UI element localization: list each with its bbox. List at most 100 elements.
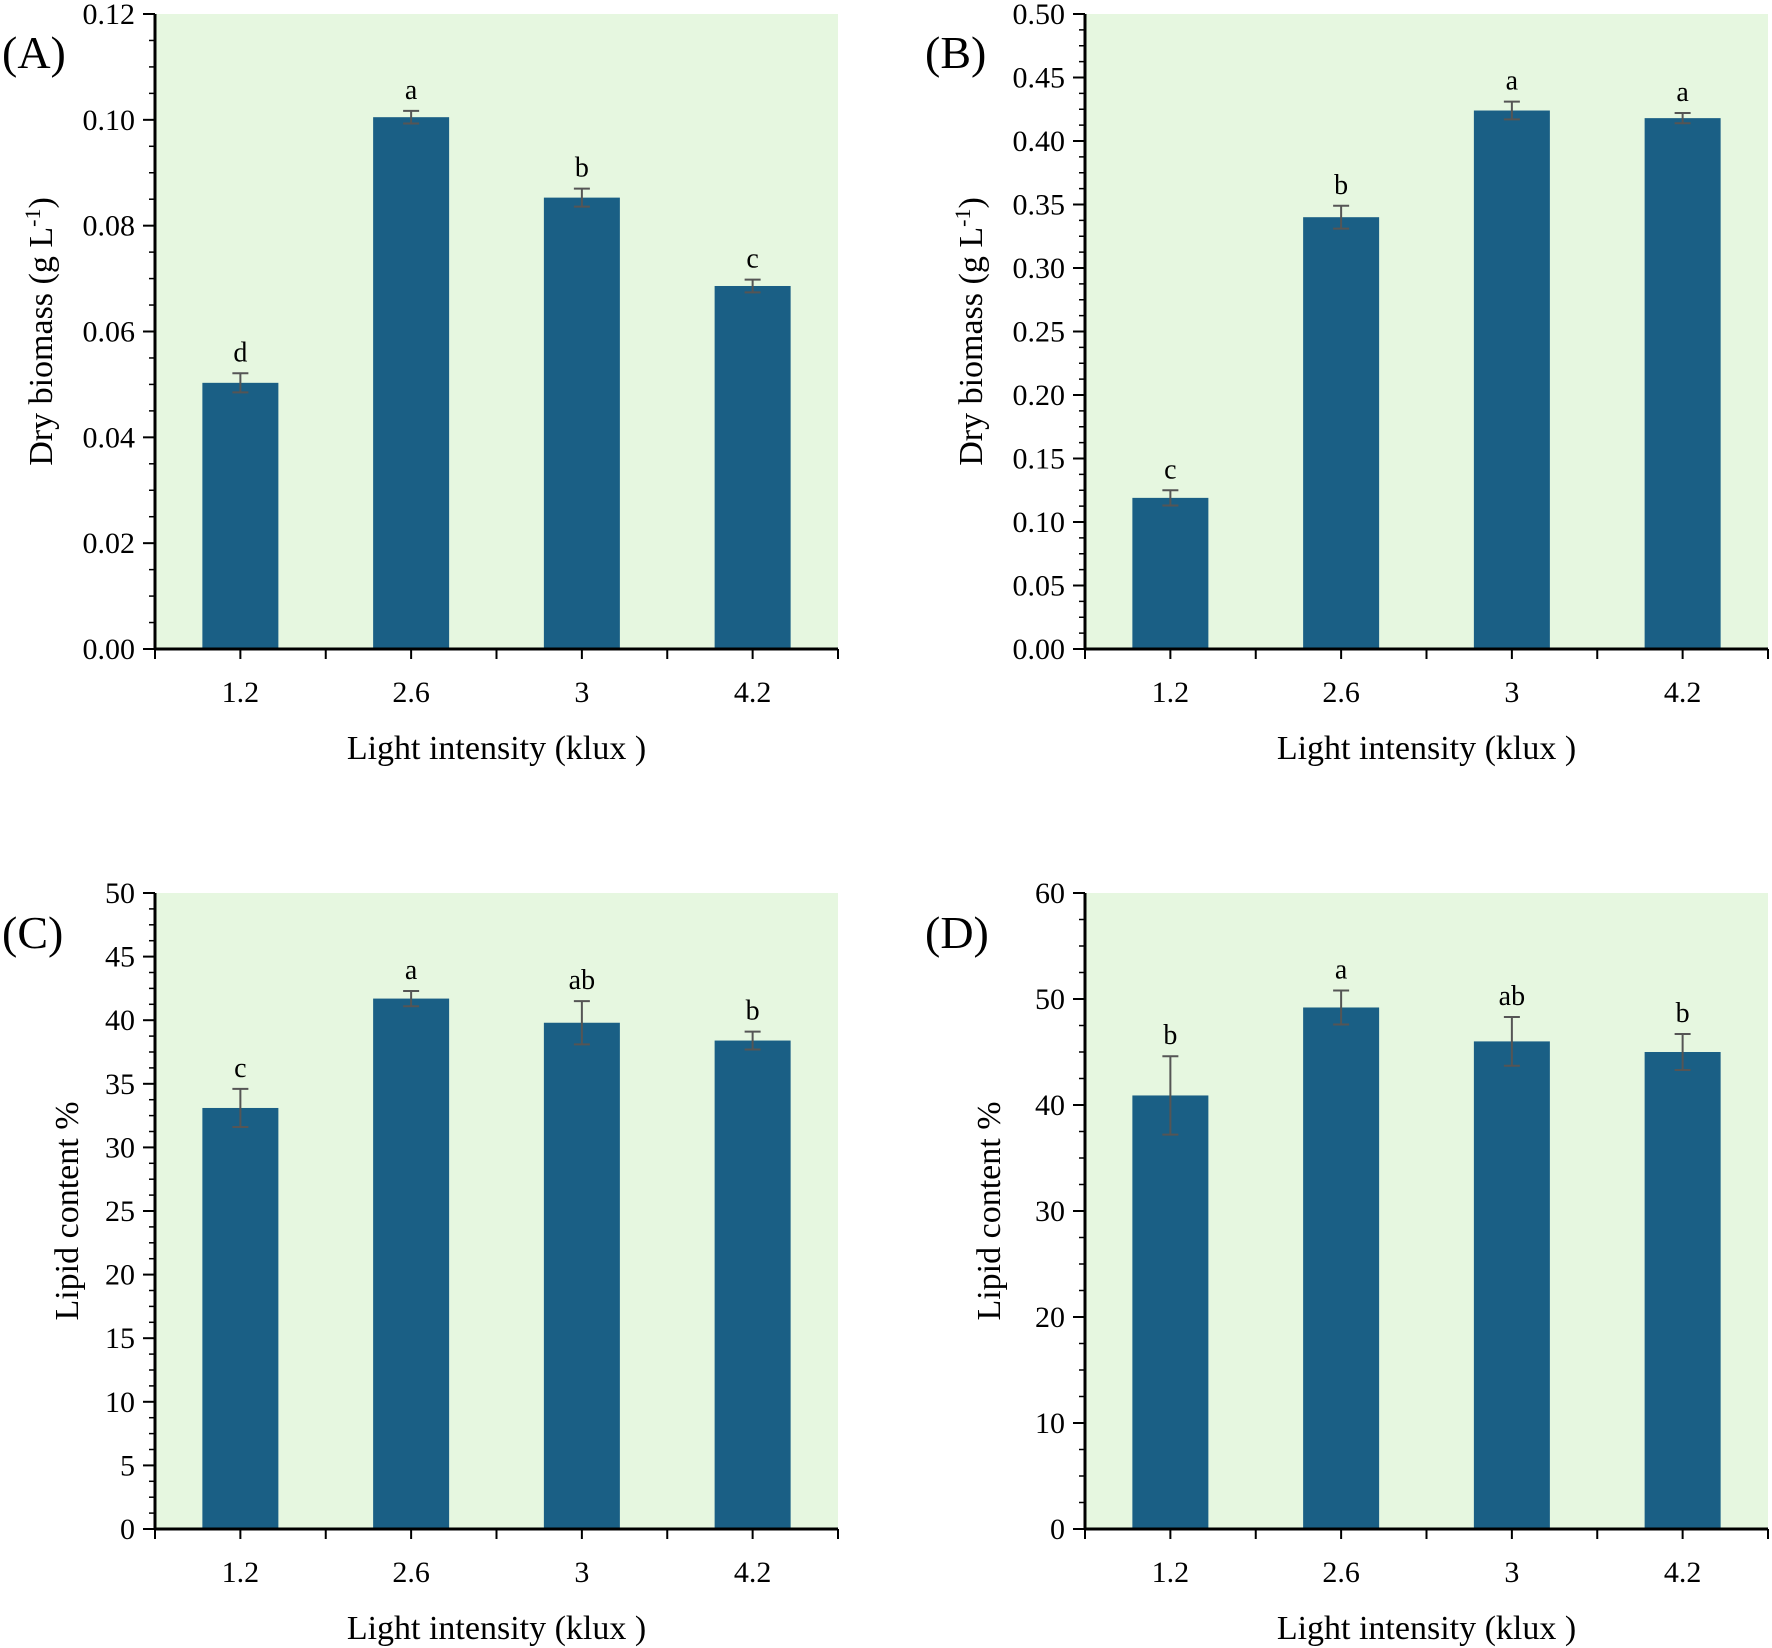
chart-panel-1: d 1.2 a 2.6 b 3 c 4.2 0.00 0.02 0.04 0.06 0.08 0.10 0.… (2, 0, 839, 767)
panel-label: (D) (925, 907, 989, 958)
y-tick-label: 0.15 (1013, 443, 1066, 476)
x-tick-label: 2.6 (392, 1556, 430, 1589)
bar (1473, 1041, 1550, 1529)
significance-letter: c (234, 1053, 246, 1084)
y-tick-label: 20 (1035, 1301, 1065, 1334)
panel-label: (C) (2, 907, 63, 958)
x-tick-label: 4.2 (734, 1556, 772, 1589)
significance-letter: a (405, 75, 418, 106)
y-tick-label: 0.25 (1013, 316, 1066, 349)
x-tick-label: 2.6 (1322, 676, 1360, 709)
y-tick-label: 5 (120, 1449, 135, 1482)
y-tick-label: 45 (105, 941, 135, 974)
x-axis-title: Light intensity (klux ) (1277, 730, 1576, 767)
y-tick-label: 30 (1035, 1195, 1065, 1228)
x-axis-title: Light intensity (klux ) (1277, 1610, 1576, 1647)
bar (1644, 118, 1721, 649)
y-tick-label: 0 (120, 1513, 135, 1546)
bar (714, 1040, 791, 1529)
y-axis-title: Dry biomass (g L-1) (950, 197, 990, 466)
significance-letter: b (1163, 1020, 1177, 1051)
y-tick-label: 40 (105, 1004, 135, 1037)
x-tick-label: 1.2 (1152, 1556, 1190, 1589)
chart-panel-2: c 1.2 b 2.6 a 3 a 4.2 0.00 0.05 0.10 0.15 0.20 0.25 0.… (925, 0, 1769, 767)
y-tick-label: 0.12 (83, 0, 136, 31)
y-tick-label: 60 (1035, 877, 1065, 910)
y-tick-label: 0.30 (1013, 252, 1066, 285)
y-tick-label: 0.04 (83, 421, 136, 454)
y-tick-label: 0.00 (1013, 633, 1066, 666)
x-tick-label: 1.2 (222, 676, 260, 709)
y-tick-label: 0.05 (1013, 570, 1066, 603)
y-tick-label: 0.10 (83, 104, 136, 137)
x-tick-label: 2.6 (392, 676, 430, 709)
significance-letter: b (1334, 170, 1348, 201)
x-tick-label: 3 (574, 1556, 589, 1589)
y-axis-title: Lipid content % (971, 1101, 1008, 1320)
significance-letter: b (575, 153, 589, 184)
y-tick-label: 20 (105, 1259, 135, 1292)
bar (202, 382, 279, 649)
x-tick-label: 4.2 (734, 676, 772, 709)
x-tick-label: 3 (1504, 676, 1519, 709)
y-axis-title: Dry biomass (g L-1) (20, 197, 60, 466)
x-tick-label: 2.6 (1322, 1556, 1360, 1589)
x-axis-title: Light intensity (klux ) (347, 1610, 646, 1647)
significance-letter: c (746, 244, 758, 275)
significance-letter: a (1335, 955, 1348, 986)
significance-letter: d (233, 337, 247, 368)
x-tick-label: 1.2 (222, 1556, 260, 1589)
y-tick-label: 10 (105, 1386, 135, 1419)
x-tick-label: 1.2 (1152, 676, 1190, 709)
significance-letter: a (1676, 77, 1689, 108)
y-tick-label: 0.02 (83, 527, 136, 560)
y-tick-label: 50 (105, 877, 135, 910)
chart-panel-3: c 1.2 a 2.6 ab 3 b 4.2 0 5 10 15 20 25 30 35 40 45 50 Light… (2, 877, 839, 1647)
bar (202, 1107, 279, 1529)
x-axis-title: Light intensity (klux ) (347, 730, 646, 767)
y-tick-label: 0.08 (83, 210, 136, 243)
bar (373, 998, 450, 1529)
y-tick-label: 0.00 (83, 633, 136, 666)
significance-letter: a (1506, 66, 1519, 97)
y-tick-label: 50 (1035, 983, 1065, 1016)
x-tick-label: 3 (574, 676, 589, 709)
x-tick-label: 4.2 (1664, 676, 1702, 709)
y-tick-label: 0.40 (1013, 125, 1066, 158)
y-tick-label: 0.35 (1013, 189, 1066, 222)
y-tick-label: 30 (105, 1131, 135, 1164)
y-tick-label: 25 (105, 1195, 135, 1228)
y-tick-label: 15 (105, 1322, 135, 1355)
bar (1644, 1052, 1721, 1529)
y-tick-label: 0.45 (1013, 62, 1066, 95)
bar (714, 285, 791, 649)
y-tick-label: 35 (105, 1068, 135, 1101)
significance-letter: c (1164, 454, 1176, 485)
significance-letter: a (405, 955, 418, 986)
bar (543, 197, 620, 649)
bar (1303, 1007, 1380, 1529)
chart-panel-4: b 1.2 a 2.6 ab 3 b 4.2 0 10 20 30 40 50 60 Light intens… (925, 877, 1769, 1647)
significance-letter: b (746, 996, 760, 1027)
y-tick-label: 10 (1035, 1407, 1065, 1440)
y-tick-label: 0.50 (1013, 0, 1066, 31)
significance-letter: b (1676, 998, 1690, 1029)
bar (1132, 1095, 1209, 1529)
bar (1132, 497, 1209, 649)
y-tick-label: 0.06 (83, 316, 136, 349)
panel-label: (A) (2, 27, 66, 78)
bar (1473, 110, 1550, 649)
x-tick-label: 3 (1504, 1556, 1519, 1589)
y-axis-title: Lipid content % (49, 1101, 86, 1320)
y-tick-label: 0.10 (1013, 506, 1066, 539)
significance-letter: ab (1499, 981, 1525, 1012)
x-tick-label: 4.2 (1664, 1556, 1702, 1589)
panel-label: (B) (925, 27, 986, 78)
significance-letter: ab (569, 965, 595, 996)
y-tick-label: 0.20 (1013, 379, 1066, 412)
bar (543, 1022, 620, 1529)
y-tick-label: 0 (1050, 1513, 1065, 1546)
bar (1303, 217, 1380, 649)
y-tick-label: 40 (1035, 1089, 1065, 1122)
